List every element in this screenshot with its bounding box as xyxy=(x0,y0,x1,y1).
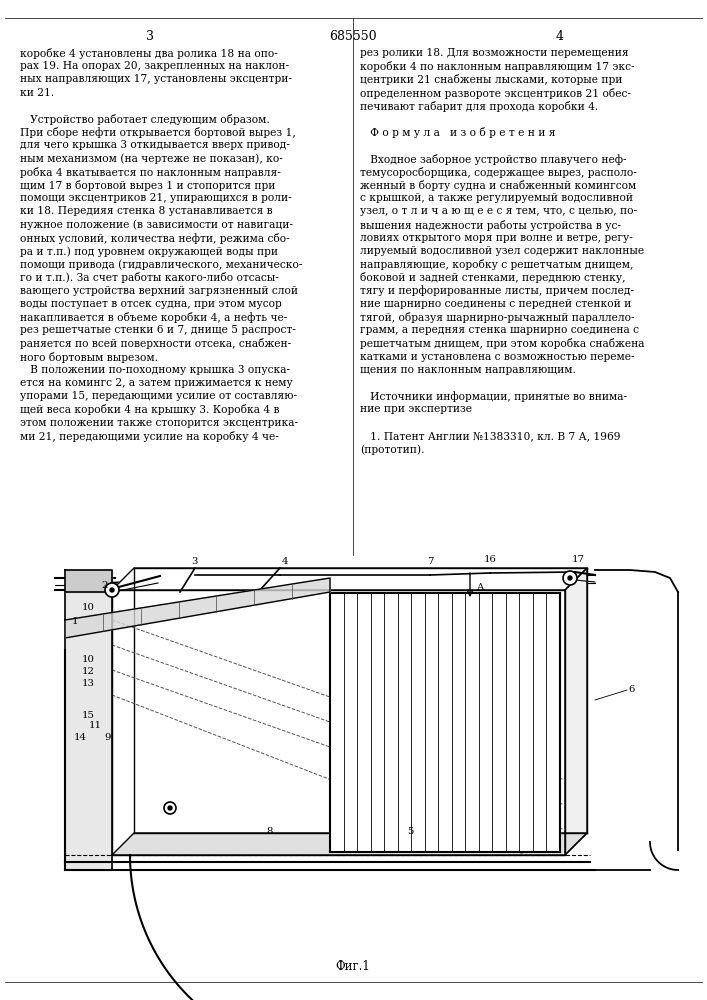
Polygon shape xyxy=(112,568,587,590)
Text: ным механизмом (на чертеже не показан), ко-: ным механизмом (на чертеже не показан), … xyxy=(20,154,283,164)
Text: 5: 5 xyxy=(407,828,413,836)
Text: ки 21.: ки 21. xyxy=(20,88,54,98)
Polygon shape xyxy=(65,590,112,870)
Text: ми 21, передающими усилие на коробку 4 че-: ми 21, передающими усилие на коробку 4 ч… xyxy=(20,431,279,442)
Text: 3: 3 xyxy=(146,30,154,43)
Circle shape xyxy=(168,806,172,810)
Text: упорами 15, передающими усилие от составляю-: упорами 15, передающими усилие от состав… xyxy=(20,391,297,401)
Text: печивают габарит для прохода коробки 4.: печивают габарит для прохода коробки 4. xyxy=(360,101,598,112)
Text: При сборе нефти открывается бортовой вырез 1,: При сборе нефти открывается бортовой выр… xyxy=(20,127,296,138)
Text: 685550: 685550 xyxy=(329,30,377,43)
Text: В положении по-походному крышка 3 опуска-: В положении по-походному крышка 3 опуска… xyxy=(20,365,290,375)
Text: определенном развороте эксцентриков 21 обес-: определенном развороте эксцентриков 21 о… xyxy=(360,88,631,99)
Circle shape xyxy=(164,802,176,814)
Text: 3: 3 xyxy=(192,558,198,566)
Text: нужное положение (в зависимости от навигаци-: нужное положение (в зависимости от навиг… xyxy=(20,220,293,230)
Text: раняется по всей поверхности отсека, снабжен-: раняется по всей поверхности отсека, сна… xyxy=(20,338,291,349)
Polygon shape xyxy=(330,593,560,852)
Text: (прототип).: (прототип). xyxy=(360,444,424,455)
Text: коробки 4 по наклонным направляющим 17 экс-: коробки 4 по наклонным направляющим 17 э… xyxy=(360,61,635,72)
Text: рах 19. На опорах 20, закрепленных на наклон-: рах 19. На опорах 20, закрепленных на на… xyxy=(20,61,289,71)
Text: 11: 11 xyxy=(88,722,102,730)
Polygon shape xyxy=(65,578,330,638)
Text: го и т.п.). За счет работы какого-либо отсасы-: го и т.п.). За счет работы какого-либо о… xyxy=(20,272,279,283)
Text: 13: 13 xyxy=(81,680,95,688)
Text: ного бортовым вырезом.: ного бортовым вырезом. xyxy=(20,352,158,363)
Text: Входное заборное устройство плавучего неф-: Входное заборное устройство плавучего не… xyxy=(360,154,626,165)
Circle shape xyxy=(563,571,577,585)
Text: ние шарнирно соединены с передней стенкой и: ние шарнирно соединены с передней стенко… xyxy=(360,299,631,309)
Text: 8: 8 xyxy=(267,828,273,836)
Text: Фиг.1: Фиг.1 xyxy=(336,960,370,973)
Text: помощи эксцентриков 21, упирающихся в роли-: помощи эксцентриков 21, упирающихся в ро… xyxy=(20,193,292,203)
Text: 9: 9 xyxy=(105,734,111,742)
Text: 12: 12 xyxy=(81,668,95,676)
Text: 10: 10 xyxy=(81,603,95,612)
Text: Ф о р м у л а   и з о б р е т е н и я: Ф о р м у л а и з о б р е т е н и я xyxy=(360,127,556,138)
Text: 16: 16 xyxy=(484,556,496,564)
Text: коробке 4 установлены два ролика 18 на опо-: коробке 4 установлены два ролика 18 на о… xyxy=(20,48,278,59)
Text: лируемый водосливной узел содержит наклонные: лируемый водосливной узел содержит накло… xyxy=(360,246,644,256)
Text: ных направляющих 17, установлены эксцентри-: ных направляющих 17, установлены эксцент… xyxy=(20,74,292,84)
Text: 17: 17 xyxy=(571,556,585,564)
Text: щения по наклонным направляющим.: щения по наклонным направляющим. xyxy=(360,365,576,375)
Text: ра и т.п.) под уровнем окружающей воды при: ра и т.п.) под уровнем окружающей воды п… xyxy=(20,246,278,257)
Text: 14: 14 xyxy=(74,734,86,742)
Text: 7: 7 xyxy=(427,558,433,566)
Text: грамм, а передняя стенка шарнирно соединена с: грамм, а передняя стенка шарнирно соедин… xyxy=(360,325,639,335)
Polygon shape xyxy=(565,568,587,855)
Text: помощи привода (гидравлического, механическо-: помощи привода (гидравлического, механич… xyxy=(20,259,303,270)
Text: центрики 21 снабжены лысками, которые при: центрики 21 снабжены лысками, которые пр… xyxy=(360,74,622,85)
Text: узел, о т л и ч а ю щ е е с я тем, что, с целью, по-: узел, о т л и ч а ю щ е е с я тем, что, … xyxy=(360,206,637,216)
Text: ловиях открытого моря при волне и ветре, регу-: ловиях открытого моря при волне и ветре,… xyxy=(360,233,633,243)
Text: ние при экспертизе: ние при экспертизе xyxy=(360,404,472,414)
Polygon shape xyxy=(112,833,587,855)
Text: 4: 4 xyxy=(556,30,564,43)
Text: с крышкой, а также регулируемый водосливной: с крышкой, а также регулируемый водослив… xyxy=(360,193,633,203)
Text: воды поступает в отсек судна, при этом мусор: воды поступает в отсек судна, при этом м… xyxy=(20,299,282,309)
Text: Устройство работает следующим образом.: Устройство работает следующим образом. xyxy=(20,114,270,125)
Text: накапливается в объеме коробки 4, а нефть че-: накапливается в объеме коробки 4, а нефт… xyxy=(20,312,287,323)
Text: женный в борту судна и снабженный комингсом: женный в борту судна и снабженный коминг… xyxy=(360,180,636,191)
Text: боковой и задней стенками, переднюю стенку,: боковой и задней стенками, переднюю стен… xyxy=(360,272,626,283)
Text: щим 17 в бортовой вырез 1 и стопорится при: щим 17 в бортовой вырез 1 и стопорится п… xyxy=(20,180,275,191)
Circle shape xyxy=(110,588,114,592)
Text: ки 18. Передияя стенка 8 устанавливается в: ки 18. Передияя стенка 8 устанавливается… xyxy=(20,206,273,216)
Circle shape xyxy=(568,576,572,580)
Circle shape xyxy=(105,583,119,597)
Text: рез решетчатые стенки 6 и 7, днище 5 распрост-: рез решетчатые стенки 6 и 7, днище 5 рас… xyxy=(20,325,296,335)
Text: ется на комингс 2, а затем прижимается к нему: ется на комингс 2, а затем прижимается к… xyxy=(20,378,293,388)
Text: тягой, образуя шарнирно-рычажный параллело-: тягой, образуя шарнирно-рычажный паралле… xyxy=(360,312,635,323)
Text: катками и установлена с возможностью переме-: катками и установлена с возможностью пер… xyxy=(360,352,635,362)
Text: 15: 15 xyxy=(81,710,95,720)
Text: 10: 10 xyxy=(81,656,95,664)
Text: 2: 2 xyxy=(102,580,108,589)
Text: вающего устройства верхний загрязненный слой: вающего устройства верхний загрязненный … xyxy=(20,286,298,296)
Polygon shape xyxy=(112,590,565,855)
Text: вышения надежности работы устройства в ус-: вышения надежности работы устройства в у… xyxy=(360,220,621,231)
Text: этом положении также стопорится эксцентрика-: этом положении также стопорится эксцентр… xyxy=(20,418,298,428)
Text: для чего крышка 3 откидывается вверх привод-: для чего крышка 3 откидывается вверх при… xyxy=(20,140,290,150)
Text: щей веса коробки 4 на крышку 3. Коробка 4 в: щей веса коробки 4 на крышку 3. Коробка … xyxy=(20,404,279,415)
Text: решетчатым днищем, при этом коробка снабжена: решетчатым днищем, при этом коробка снаб… xyxy=(360,338,645,349)
Text: темусоросборщика, содержащее вырез, располо-: темусоросборщика, содержащее вырез, расп… xyxy=(360,167,637,178)
Text: рез ролики 18. Для возможности перемещения: рез ролики 18. Для возможности перемещен… xyxy=(360,48,629,58)
Text: робка 4 вкатывается по наклонным направля-: робка 4 вкатывается по наклонным направл… xyxy=(20,167,281,178)
Text: онных условий, количества нефти, режима сбо-: онных условий, количества нефти, режима … xyxy=(20,233,290,244)
Text: Источники информации, принятые во внима-: Источники информации, принятые во внима- xyxy=(360,391,627,402)
Text: 1. Патент Англии №1383310, кл. В 7 А, 1969: 1. Патент Англии №1383310, кл. В 7 А, 19… xyxy=(360,431,621,441)
Text: 4: 4 xyxy=(282,558,288,566)
Text: 1: 1 xyxy=(71,617,78,626)
Text: A: A xyxy=(477,584,484,592)
Text: тягу и перфорированные листы, причем послед-: тягу и перфорированные листы, причем пос… xyxy=(360,286,634,296)
Text: 6: 6 xyxy=(629,686,635,694)
Text: направляющие, коробку с решетчатым днищем,: направляющие, коробку с решетчатым днище… xyxy=(360,259,633,270)
Polygon shape xyxy=(65,570,112,592)
